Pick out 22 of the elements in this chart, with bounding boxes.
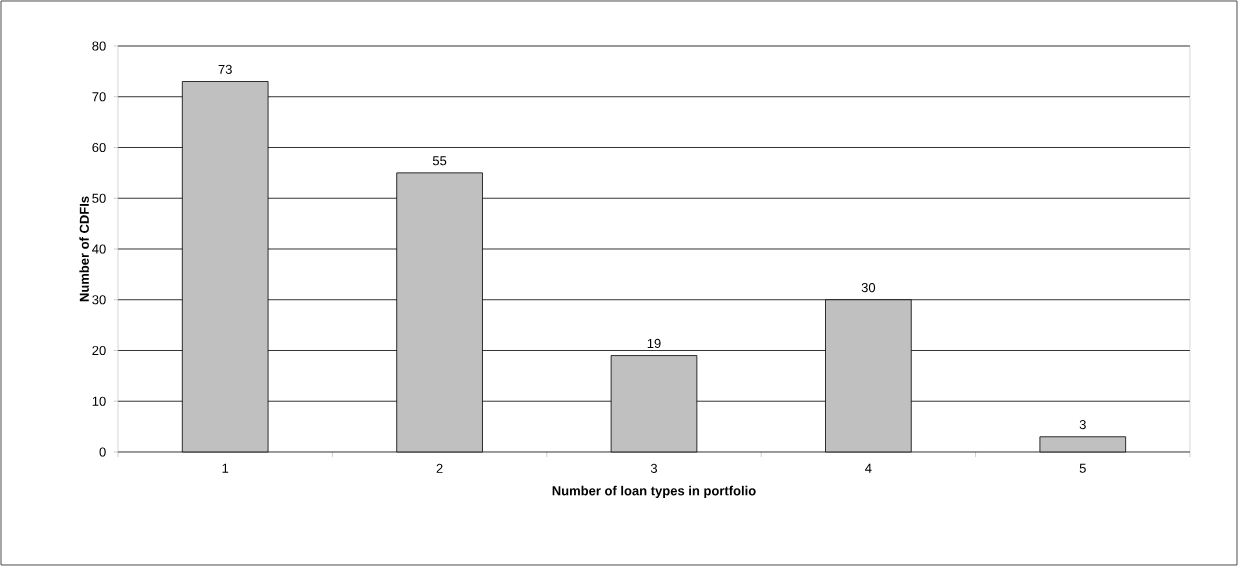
x-tick-label: 1 xyxy=(222,463,229,473)
x-tick-label: 2 xyxy=(436,463,443,473)
y-tick-label: 50 xyxy=(92,193,106,203)
data-label: 55 xyxy=(432,156,447,166)
data-label: 19 xyxy=(647,338,661,349)
y-tick-label: 40 xyxy=(92,244,106,254)
y-tick-label: 70 xyxy=(92,92,106,102)
data-label: 30 xyxy=(861,283,876,293)
y-tick-label: 30 xyxy=(92,295,106,305)
y-tick-label: 0 xyxy=(99,447,106,457)
data-label: 3 xyxy=(1079,420,1086,430)
x-tick-label: 5 xyxy=(1079,463,1086,473)
x-tick-label: 3 xyxy=(650,463,658,473)
x-tick-label: 4 xyxy=(865,463,872,473)
y-tick-label: 10 xyxy=(92,396,106,406)
y-tick-label: 80 xyxy=(92,41,106,51)
bar xyxy=(1039,436,1127,453)
x-axis-title: Number of loan types in portfolio xyxy=(552,485,756,498)
y-tick-label: 20 xyxy=(92,345,106,356)
data-label: 73 xyxy=(218,64,232,74)
y-tick-label: 60 xyxy=(92,142,106,153)
y-axis-title: Number of CDFIs xyxy=(79,196,89,302)
